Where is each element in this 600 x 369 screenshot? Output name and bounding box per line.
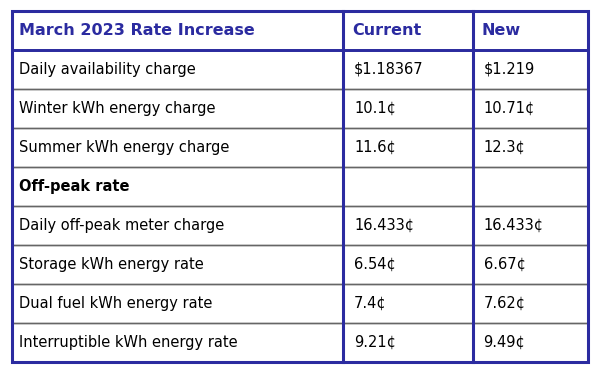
Text: Summer kWh energy charge: Summer kWh energy charge [19, 140, 230, 155]
Bar [12, 89, 343, 128]
Text: Daily availability charge: Daily availability charge [19, 62, 196, 77]
Bar [343, 284, 473, 323]
Bar [343, 128, 473, 167]
Bar [12, 167, 343, 206]
Bar [12, 245, 343, 284]
Bar [343, 167, 473, 206]
Bar [343, 50, 473, 89]
Text: 12.3¢: 12.3¢ [484, 140, 526, 155]
Bar [12, 128, 343, 167]
Bar [12, 284, 343, 323]
Bar [343, 245, 473, 284]
Bar [12, 11, 343, 50]
Text: 6.67¢: 6.67¢ [484, 257, 526, 272]
Bar [473, 89, 588, 128]
Bar [343, 206, 473, 245]
Bar [12, 50, 343, 89]
Text: 16.433¢: 16.433¢ [484, 218, 544, 233]
Bar [343, 50, 473, 89]
Bar [12, 11, 343, 50]
Bar [473, 245, 588, 284]
Bar [12, 284, 343, 323]
Text: $1.18367: $1.18367 [354, 62, 424, 77]
Text: Off-peak rate: Off-peak rate [19, 179, 130, 194]
Bar [343, 323, 473, 362]
Bar [473, 128, 588, 167]
Text: Current: Current [352, 23, 421, 38]
Text: 10.71¢: 10.71¢ [484, 101, 535, 116]
Bar [473, 11, 588, 50]
Bar [473, 323, 588, 362]
Bar [473, 206, 588, 245]
Text: Winter kWh energy charge: Winter kWh energy charge [19, 101, 216, 116]
Text: 9.49¢: 9.49¢ [484, 335, 526, 350]
Bar [12, 323, 343, 362]
Bar [343, 128, 473, 167]
Bar [12, 323, 343, 362]
Bar [12, 245, 343, 284]
Bar [12, 50, 343, 89]
Bar [473, 89, 588, 128]
Bar [12, 206, 343, 245]
Bar [473, 206, 588, 245]
Text: 9.21¢: 9.21¢ [354, 335, 396, 350]
Text: 7.4¢: 7.4¢ [354, 296, 387, 311]
Bar [343, 206, 473, 245]
Bar [343, 245, 473, 284]
Bar [473, 50, 588, 89]
Text: Daily off-peak meter charge: Daily off-peak meter charge [19, 218, 224, 233]
Bar [473, 167, 588, 206]
Bar [12, 128, 343, 167]
Text: New: New [482, 23, 521, 38]
Bar [12, 206, 343, 245]
Bar [473, 50, 588, 89]
Bar [343, 89, 473, 128]
Bar [473, 167, 588, 206]
Bar [12, 167, 343, 206]
Bar [343, 11, 473, 50]
Text: $1.219: $1.219 [484, 62, 535, 77]
Text: 7.62¢: 7.62¢ [484, 296, 526, 311]
Bar [12, 89, 343, 128]
Text: 16.433¢: 16.433¢ [354, 218, 414, 233]
Bar [343, 89, 473, 128]
Bar [473, 11, 588, 50]
Text: 6.54¢: 6.54¢ [354, 257, 396, 272]
Text: 10.1¢: 10.1¢ [354, 101, 396, 116]
Bar [473, 128, 588, 167]
Text: 11.6¢: 11.6¢ [354, 140, 396, 155]
Bar [343, 284, 473, 323]
Text: Storage kWh energy rate: Storage kWh energy rate [19, 257, 204, 272]
Bar [343, 11, 473, 50]
Bar [473, 245, 588, 284]
Bar [473, 284, 588, 323]
Bar [343, 167, 473, 206]
Bar [473, 323, 588, 362]
Text: Interruptible kWh energy rate: Interruptible kWh energy rate [19, 335, 238, 350]
Text: March 2023 Rate Increase: March 2023 Rate Increase [19, 23, 255, 38]
Bar [343, 323, 473, 362]
Text: Dual fuel kWh energy rate: Dual fuel kWh energy rate [19, 296, 212, 311]
Bar [473, 284, 588, 323]
